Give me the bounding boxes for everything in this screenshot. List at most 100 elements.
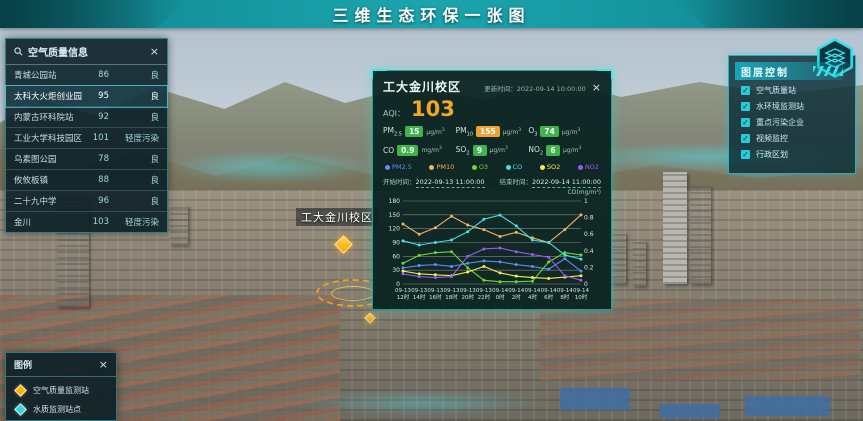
close-icon[interactable]: × [591, 81, 601, 94]
station-aqi-level: 轻度污染 [124, 134, 159, 144]
chart-legend-item[interactable]: PM10 [429, 163, 454, 171]
end-time-picker[interactable]: 2022-09-14 11:00:00 [531, 178, 601, 188]
layer-control-panel: 图层控制 ✓ 空气质量站 ✓ 水环境监测站 ✓ 重点污染企业 ✓ 视频监控 ✓ 行政区划 [728, 38, 856, 174]
station-aqi-value: 92 [98, 112, 109, 122]
svg-text:09-13: 09-13 [411, 288, 427, 294]
page-title: 三维生态环保一张图 [332, 6, 531, 25]
svg-text:0.4: 0.4 [584, 248, 594, 255]
svg-text:180: 180 [389, 198, 401, 205]
svg-text:1: 1 [584, 198, 588, 205]
pollutant-value-badge: 0.9 [397, 144, 419, 156]
station-name: 攸攸板镇 [14, 176, 49, 186]
station-name: 工业大学科技园区 [14, 134, 83, 144]
corner-bracket [371, 69, 387, 79]
chart-legend-item[interactable]: PM2.5 [385, 163, 412, 171]
road-glow [290, 390, 550, 416]
station-aqi-level: 轻度污染 [124, 218, 159, 228]
layer-item[interactable]: ✓ 视频监控 [741, 133, 843, 144]
checkbox-checked-icon[interactable]: ✓ [741, 86, 750, 95]
end-time-label: 结束时间： [499, 178, 532, 186]
close-icon[interactable]: × [149, 45, 159, 58]
svg-text:09-13: 09-13 [476, 288, 492, 294]
layer-item[interactable]: ✓ 空气质量站 [741, 85, 843, 96]
svg-text:0.2: 0.2 [584, 264, 594, 271]
corner-bracket [597, 69, 613, 79]
svg-text:0时: 0时 [496, 293, 505, 301]
close-icon[interactable]: × [98, 358, 108, 371]
svg-text:0: 0 [396, 281, 400, 288]
checkbox-checked-icon[interactable]: ✓ [741, 118, 750, 127]
legend-dot [505, 164, 511, 170]
station-row[interactable]: 内蒙古环科院站 92 良 [6, 107, 167, 128]
warehouse-blue-roof [660, 404, 720, 418]
svg-text:09-13: 09-13 [444, 288, 460, 294]
svg-text:09-14: 09-14 [541, 288, 557, 294]
pollutant-unit: μg/m3 [489, 146, 508, 155]
legend-dot [429, 164, 435, 170]
station-row[interactable]: 工业大学科技园区 101 轻度污染 [6, 128, 167, 149]
station-name: 内蒙古环科院站 [14, 113, 74, 123]
layer-item-label: 视频监控 [756, 134, 788, 143]
layer-list: ✓ 空气质量站 ✓ 水环境监测站 ✓ 重点污染企业 ✓ 视频监控 ✓ 行政区划 [729, 85, 855, 160]
start-time-picker[interactable]: 2022-09-13 11:00:00 [415, 178, 485, 188]
svg-text:09-14: 09-14 [573, 288, 589, 294]
legend-label: PM10 [436, 163, 455, 171]
chart-legend-item[interactable]: CO [505, 163, 523, 171]
svg-text:6时: 6时 [544, 293, 553, 301]
station-aqi-level: 良 [150, 197, 159, 207]
start-time-label: 开始时间： [383, 178, 416, 186]
layer-item-label: 水环境监测站 [756, 102, 804, 111]
layer-item[interactable]: ✓ 重点污染企业 [741, 117, 843, 128]
checkbox-checked-icon[interactable]: ✓ [741, 134, 750, 143]
station-row[interactable]: 乌素图公园 78 良 [6, 149, 167, 170]
legend-dot [471, 164, 477, 170]
pollutant-unit: μg/m3 [502, 127, 522, 136]
pollutant-grid: PM2.5 15 μg/m3 PM10 155 μg/m3 O3 74 μg/m3 CO 0.9 mg… [383, 126, 601, 156]
legend-item-label: 水质监测站点 [33, 405, 81, 414]
chart-legend-item[interactable]: O3 [471, 163, 489, 171]
svg-text:09-14: 09-14 [508, 288, 524, 294]
layer-item[interactable]: ✓ 行政区划 [741, 149, 843, 160]
aqi-value: 103 [411, 97, 455, 121]
svg-text:09-13: 09-13 [395, 288, 411, 294]
pollutant-name: SO2 [455, 144, 470, 157]
station-row[interactable]: 二十九中学 96 良 [6, 191, 167, 212]
station-list: 青城公园站 86 良太科大火炬创业园 95 良内蒙古环科院站 92 良工业大学科技园区 101… [5, 65, 168, 232]
start-time: 开始时间：2022-09-13 11:00:00 [383, 176, 485, 188]
station-row[interactable]: 攸攸板镇 88 良 [6, 170, 167, 191]
checkbox-checked-icon[interactable]: ✓ [741, 150, 750, 159]
aqi-label: AQI： [383, 109, 405, 118]
update-time: 更新时间：2022-09-14 10:00:00 [484, 83, 586, 93]
svg-text:20时: 20时 [461, 293, 474, 301]
checkbox-checked-icon[interactable]: ✓ [741, 102, 750, 111]
station-aqi-value: 103 [92, 217, 109, 227]
pollutant-trend-chart: 030609012015018000.20.40.60.8109-1312时09… [389, 198, 594, 301]
legend-list: 空气质量监测站 水质监测站点 [6, 384, 116, 416]
legend-item: 水质监测站点 [14, 403, 106, 416]
station-aqi-value: 95 [98, 91, 109, 101]
legend-label: CO [512, 163, 523, 171]
chart-legend-item[interactable]: NO2 [577, 163, 599, 171]
legend-dot [577, 164, 583, 170]
svg-text:09-14: 09-14 [492, 288, 508, 294]
station-row[interactable]: 太科大火炬创业园 95 良 [5, 85, 168, 108]
pollutant-cell: PM2.5 15 μg/m3 [383, 126, 456, 138]
station-name: 太科大火炬创业园 [14, 92, 83, 102]
legend-label: O3 [478, 163, 489, 171]
pollutant-unit: μg/m3 [561, 127, 581, 136]
layer-item[interactable]: ✓ 水环境监测站 [741, 101, 843, 112]
building-tower [612, 232, 626, 284]
station-row[interactable]: 金川 103 轻度污染 [6, 212, 167, 232]
chart-legend-item[interactable]: SO2 [539, 163, 560, 171]
pollutant-name: PM10 [455, 126, 474, 138]
pollutant-cell: PM10 155 μg/m3 [456, 126, 529, 138]
svg-text:09-14: 09-14 [557, 288, 573, 294]
station-aqi-value: 86 [98, 70, 109, 80]
pollutant-name: CO [383, 145, 395, 155]
pollutant-unit: μg/m3 [426, 127, 445, 136]
pollutant-name: NO2 [528, 144, 544, 157]
pollutant-value-badge: 6 [546, 144, 561, 156]
pollutant-cell: O3 74 μg/m3 [528, 126, 601, 138]
station-row[interactable]: 青城公园站 86 良 [6, 65, 167, 86]
svg-text:22时: 22时 [478, 293, 491, 301]
